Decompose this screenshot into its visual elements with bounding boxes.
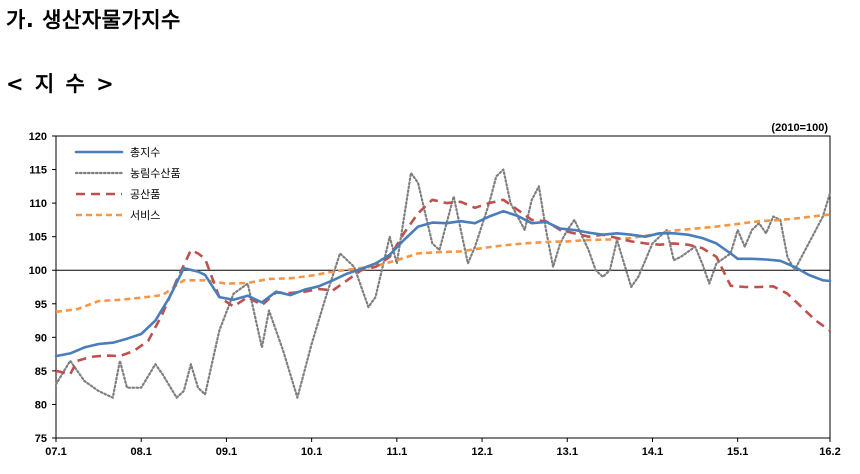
base-year-note: (2010=100) [771,122,828,134]
x-tick-label: 10.1 [301,446,322,458]
y-tick-label: 90 [35,332,47,344]
y-tick-label: 105 [29,232,47,244]
legend-label-1: 농림수산품 [130,167,181,180]
section-title: 가. 생산자물가지수 [6,8,181,32]
y-axis: 75 80 85 90 95 100 105 110 115 120 [29,131,56,445]
series-line-3 [55,213,831,314]
x-tick-label: 09.1 [216,446,237,458]
series-layer [54,168,832,399]
legend-label-2: 공산품 [130,188,160,201]
x-tick-label: 14.1 [642,446,663,458]
y-tick-label: 100 [29,265,47,277]
x-axis: 07.1 08.1 09.1 10.1 11.1 12.1 13.1 14.1 15.1 16.2 [45,438,841,458]
y-tick-label: 110 [29,198,47,210]
y-tick-label: 75 [35,433,47,445]
x-tick-label: 07.1 [45,446,66,458]
x-tick-label: 11.1 [386,446,407,458]
y-tick-label: 120 [29,131,47,143]
chart-subtitle: < 지 수 > [6,72,116,96]
x-tick-label: 12.1 [471,446,492,458]
y-tick-label: 80 [35,399,47,411]
ppi-line-chart: 75 80 85 90 95 100 105 110 115 120 07.1 08.1 09.1 10… [29,122,841,458]
x-tick-label: 16.2 [819,446,840,458]
series-line-1 [54,168,832,399]
x-tick-label: 15.1 [727,446,748,458]
legend-label-3: 서비스 [130,209,160,222]
y-tick-label: 85 [35,366,47,378]
x-tick-label: 08.1 [131,446,152,458]
y-tick-label: 115 [29,165,47,177]
legend-label-0: 총지수 [130,146,160,159]
y-tick-label: 95 [35,299,47,311]
x-tick-label: 13.1 [557,446,578,458]
series-line-0 [54,209,832,358]
